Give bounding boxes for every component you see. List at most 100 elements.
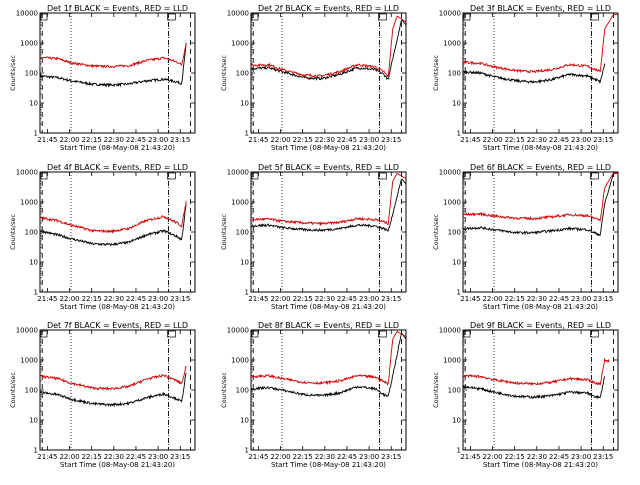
plot-panel: Det 6f BLACK = Events, RED = LLD 1 10 100 10… bbox=[432, 163, 619, 311]
x-tick-label: 22:45 bbox=[337, 295, 357, 303]
y-tick-label: 1000 bbox=[20, 199, 38, 207]
x-axis-label: Start Time (08-May-08 21:43:20) bbox=[483, 144, 598, 152]
y-tick-label: 10000 bbox=[16, 10, 38, 18]
events-series-line bbox=[39, 43, 187, 88]
y-tick-label: 1 bbox=[34, 447, 38, 455]
y-tick-label: 10 bbox=[240, 259, 249, 267]
plot-panel: Det 5f BLACK = Events, RED = LLD 1 10 100 10… bbox=[220, 163, 407, 311]
y-tick-label: 1 bbox=[457, 447, 461, 455]
x-tick-label: 21:45 bbox=[460, 136, 480, 144]
x-tick-label: 23:00 bbox=[571, 453, 591, 461]
x-tick-label: 22:30 bbox=[527, 453, 547, 461]
x-axis-label: Start Time (08-May-08 21:43:20) bbox=[60, 461, 175, 469]
x-tick-label: 21:45 bbox=[37, 453, 57, 461]
x-tick-label: 22:30 bbox=[104, 453, 124, 461]
y-tick-label: 100 bbox=[236, 229, 249, 237]
y-tick-label: 10000 bbox=[16, 169, 38, 177]
x-tick-label: 22:45 bbox=[126, 136, 146, 144]
x-tick-label: 22:00 bbox=[59, 453, 79, 461]
plot-frame bbox=[250, 171, 407, 293]
x-tick-label: 23:15 bbox=[381, 295, 401, 303]
x-tick-label: 22:30 bbox=[527, 136, 547, 144]
x-tick-label: 22:30 bbox=[315, 295, 335, 303]
x-tick-label: 22:15 bbox=[293, 453, 313, 461]
plot-panel: Det 1f BLACK = Events, RED = LLD 1 10 100 10… bbox=[9, 4, 196, 152]
x-tick-label: 23:00 bbox=[571, 136, 591, 144]
x-tick-label: 22:15 bbox=[293, 136, 313, 144]
y-tick-label: 100 bbox=[25, 387, 38, 395]
marker-box bbox=[378, 330, 387, 338]
y-tick-label: 100 bbox=[448, 70, 461, 78]
lld-series-line bbox=[462, 357, 610, 386]
events-series-line bbox=[462, 172, 618, 237]
y-axis-label: Counts/sec bbox=[432, 55, 440, 91]
marker-box bbox=[590, 330, 599, 338]
x-tick-label: 22:15 bbox=[293, 295, 313, 303]
plot-title: Det 7f BLACK = Events, RED = LLD bbox=[47, 321, 188, 330]
x-tick-label: 22:15 bbox=[82, 295, 102, 303]
marker-box bbox=[590, 172, 599, 180]
y-axis-label: Counts/sec bbox=[220, 55, 228, 91]
events-series-line bbox=[39, 372, 187, 408]
x-tick-label: 23:15 bbox=[593, 453, 613, 461]
marker-box bbox=[251, 172, 259, 180]
lld-series-line bbox=[39, 201, 187, 234]
x-tick-label: 23:15 bbox=[170, 295, 190, 303]
plot-panel: Det 9f BLACK = Events, RED = LLD 1 10 100 10… bbox=[432, 321, 619, 469]
y-tick-label: 10 bbox=[452, 259, 461, 267]
x-tick-label: 21:45 bbox=[460, 453, 480, 461]
y-tick-label: 1 bbox=[457, 130, 461, 138]
marker-box bbox=[167, 13, 176, 21]
x-tick-label: 22:00 bbox=[482, 295, 502, 303]
x-tick-label: 22:00 bbox=[59, 136, 79, 144]
lld-series-line bbox=[462, 13, 618, 74]
x-tick-label: 22:15 bbox=[505, 295, 525, 303]
x-tick-label: 23:15 bbox=[593, 295, 613, 303]
x-tick-label: 22:15 bbox=[505, 453, 525, 461]
y-tick-label: 10 bbox=[29, 259, 38, 267]
marker-box bbox=[40, 172, 48, 180]
y-tick-label: 1 bbox=[245, 130, 249, 138]
marker-box bbox=[463, 13, 471, 21]
y-tick-label: 100 bbox=[236, 387, 249, 395]
events-series-line bbox=[462, 376, 606, 400]
plot-title: Det 9f BLACK = Events, RED = LLD bbox=[470, 321, 611, 330]
y-tick-label: 1000 bbox=[231, 357, 249, 365]
plot-frame bbox=[39, 171, 196, 293]
plot-panel: Det 2f BLACK = Events, RED = LLD 1 10 100 10… bbox=[220, 4, 407, 152]
marker-box bbox=[378, 172, 387, 180]
x-tick-label: 21:45 bbox=[37, 136, 57, 144]
x-tick-label: 22:45 bbox=[337, 136, 357, 144]
lld-series-line bbox=[250, 330, 407, 386]
y-axis-label: Counts/sec bbox=[9, 55, 17, 91]
x-tick-label: 21:45 bbox=[248, 295, 268, 303]
plot-frame bbox=[39, 12, 196, 134]
x-axis-label: Start Time (08-May-08 21:43:20) bbox=[60, 144, 175, 152]
x-tick-label: 22:45 bbox=[549, 295, 569, 303]
x-tick-label: 21:45 bbox=[37, 295, 57, 303]
y-tick-label: 1000 bbox=[443, 199, 461, 207]
plot-panel: Det 7f BLACK = Events, RED = LLD 1 10 100 10… bbox=[9, 321, 196, 469]
x-tick-label: 22:45 bbox=[126, 295, 146, 303]
y-axis-label: Counts/sec bbox=[220, 372, 228, 408]
x-tick-label: 22:00 bbox=[270, 453, 290, 461]
lld-series-line bbox=[39, 42, 187, 69]
lld-series-line bbox=[39, 365, 187, 392]
x-tick-label: 23:15 bbox=[170, 453, 190, 461]
y-tick-label: 1 bbox=[245, 289, 249, 297]
y-tick-label: 10000 bbox=[439, 169, 461, 177]
y-tick-label: 10 bbox=[240, 417, 249, 425]
x-tick-label: 23:15 bbox=[593, 136, 613, 144]
lld-series-line bbox=[250, 172, 407, 227]
y-tick-label: 100 bbox=[448, 229, 461, 237]
y-tick-label: 1000 bbox=[20, 357, 38, 365]
x-axis-label: Start Time (08-May-08 21:43:20) bbox=[60, 303, 175, 311]
y-tick-label: 1 bbox=[457, 289, 461, 297]
x-tick-label: 22:45 bbox=[549, 453, 569, 461]
y-tick-label: 10000 bbox=[439, 10, 461, 18]
x-tick-label: 23:15 bbox=[381, 136, 401, 144]
y-tick-label: 10000 bbox=[227, 327, 249, 335]
x-tick-label: 22:15 bbox=[505, 136, 525, 144]
plot-panel: Det 3f BLACK = Events, RED = LLD 1 10 100 10… bbox=[432, 4, 619, 152]
